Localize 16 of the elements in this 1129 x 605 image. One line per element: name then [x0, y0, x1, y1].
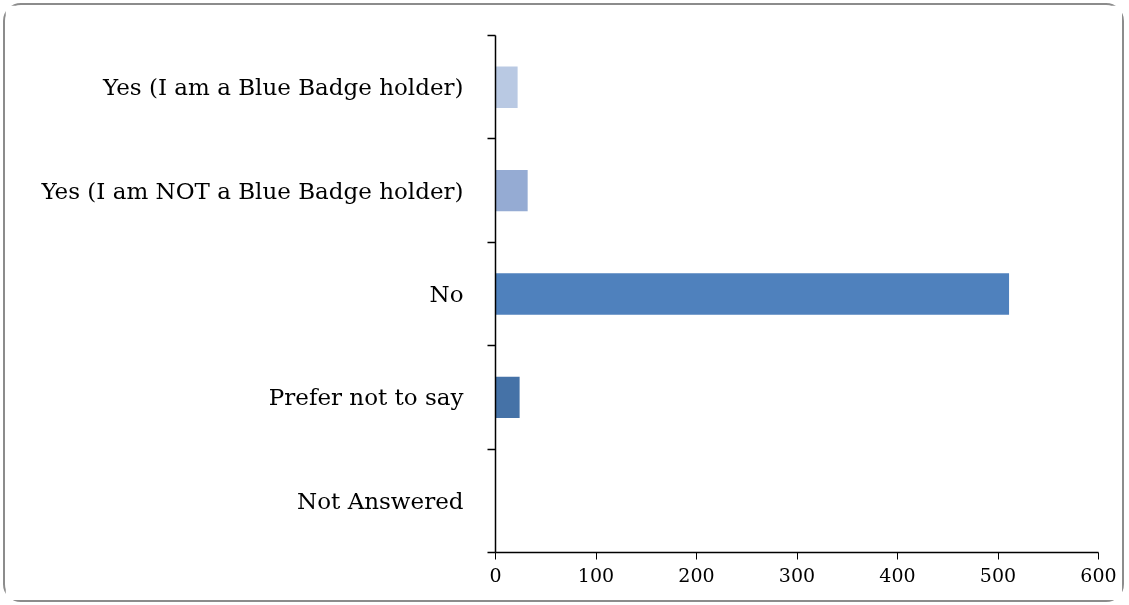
y-tick-label: Prefer not to say [268, 384, 464, 411]
y-tick-label: Not Answered [297, 487, 464, 514]
x-tick-label: 600 [1080, 563, 1117, 586]
bar [495, 66, 518, 108]
bar [495, 376, 520, 419]
x-tick-label: 500 [979, 563, 1017, 586]
bar [495, 273, 1010, 315]
y-tick-label: Yes (I am a Blue Badge holder) [102, 74, 464, 101]
x-tick-label: 300 [778, 563, 816, 586]
bar [495, 169, 528, 212]
x-tick-label: 0 [489, 563, 502, 586]
y-tick-label: Yes (I am NOT a Blue Badge holder) [40, 177, 464, 204]
x-tick-label: 100 [577, 563, 615, 586]
x-tick-label: 400 [879, 563, 916, 586]
y-tick-label: No [429, 281, 464, 307]
x-tick-label: 200 [678, 563, 715, 586]
